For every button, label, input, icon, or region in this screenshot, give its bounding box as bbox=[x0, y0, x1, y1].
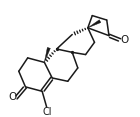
Text: O: O bbox=[8, 92, 17, 102]
Polygon shape bbox=[44, 47, 50, 62]
Polygon shape bbox=[88, 20, 101, 28]
Text: O: O bbox=[120, 35, 129, 45]
Text: Cl: Cl bbox=[42, 107, 52, 117]
